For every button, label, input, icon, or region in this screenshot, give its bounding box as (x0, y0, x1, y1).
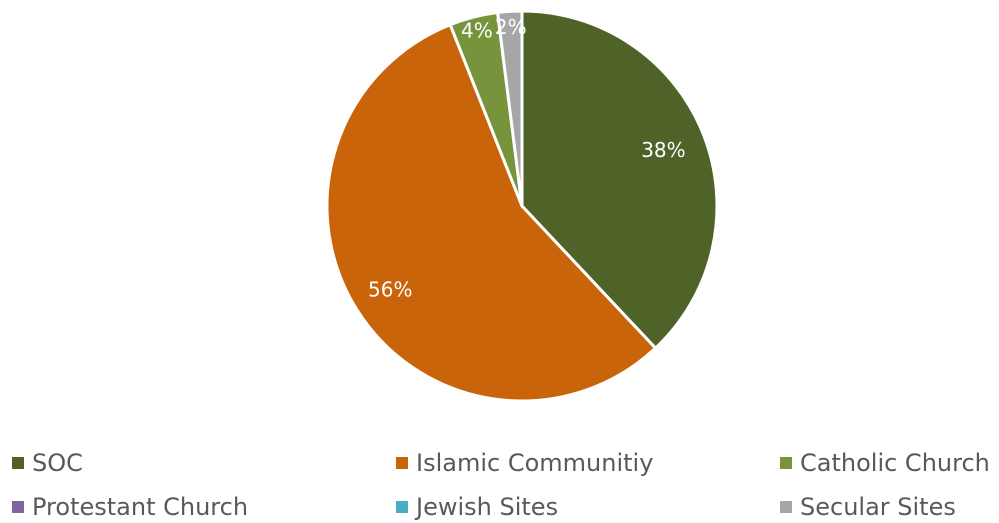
data-label-catholic-church: 4% (461, 18, 493, 42)
legend-swatch-soc (12, 457, 24, 469)
legend-item-soc: SOC (12, 448, 83, 478)
legend-swatch-protestant-church (12, 501, 24, 513)
chart-legend: SOC Islamic Communitiy Catholic Church P… (0, 438, 999, 523)
legend-swatch-secular-sites (780, 501, 792, 513)
legend-item-secular-sites: Secular Sites (780, 492, 956, 522)
legend-swatch-catholic-church (780, 457, 792, 469)
legend-label-soc: SOC (32, 449, 83, 477)
legend-swatch-jewish-sites (396, 501, 408, 513)
data-label-secular-sites: 2% (495, 15, 527, 39)
pie-slice-secular-sites (496, 9, 524, 208)
pie-slice-soc (520, 9, 719, 350)
legend-item-catholic-church: Catholic Church (780, 448, 990, 478)
legend-item-jewish-sites: Jewish Sites (396, 492, 558, 522)
legend-label-secular-sites: Secular Sites (800, 493, 956, 521)
legend-item-protestant-church: Protestant Church (12, 492, 248, 522)
legend-label-protestant-church: Protestant Church (32, 493, 249, 521)
data-label-soc: 38% (641, 138, 685, 162)
slice-labels: 38% 56% 4% 2% (368, 15, 686, 302)
legend-item-islamic-community: Islamic Communitiy (396, 448, 653, 478)
data-label-islamic-communitiy: 56% (368, 278, 412, 302)
legend-label-catholic-church: Catholic Church (800, 449, 990, 477)
legend-swatch-islamic-community (396, 457, 408, 469)
pie-slice-islamic-communitiy (325, 23, 657, 403)
legend-label-jewish-sites: Jewish Sites (416, 493, 559, 521)
legend-label-islamic-community: Islamic Communitiy (416, 449, 654, 477)
